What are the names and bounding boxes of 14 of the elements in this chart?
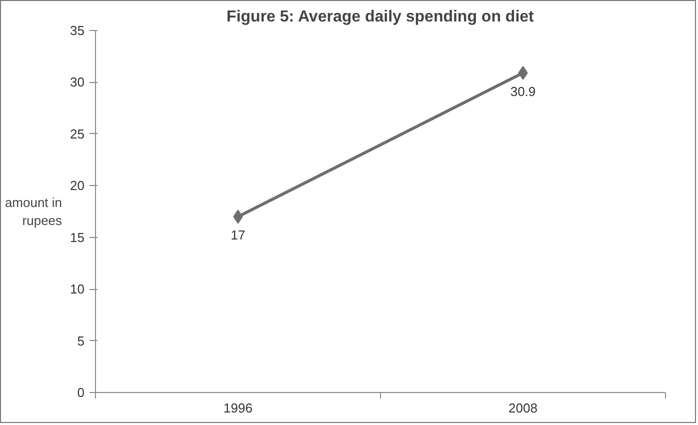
y-axis-title: amount in rupees: [4, 195, 63, 228]
chart-title: Figure 5: Average daily spending on diet: [226, 8, 535, 26]
y-tick-label: 25: [70, 126, 85, 142]
y-tick-label: 0: [77, 385, 85, 400]
y-tick-label: 30: [70, 74, 85, 90]
x-tick-label: 2008: [508, 400, 538, 416]
x-tick-label: 1996: [224, 400, 252, 416]
data-label: 17: [230, 228, 246, 243]
y-tick-label: 35: [70, 23, 85, 38]
y-tick-label: 15: [70, 230, 85, 245]
y-tick-label: 5: [77, 333, 85, 348]
y-tick-label: 10: [70, 282, 85, 297]
y-tick-label: 20: [70, 178, 85, 194]
data-label: 30.9: [510, 84, 536, 99]
